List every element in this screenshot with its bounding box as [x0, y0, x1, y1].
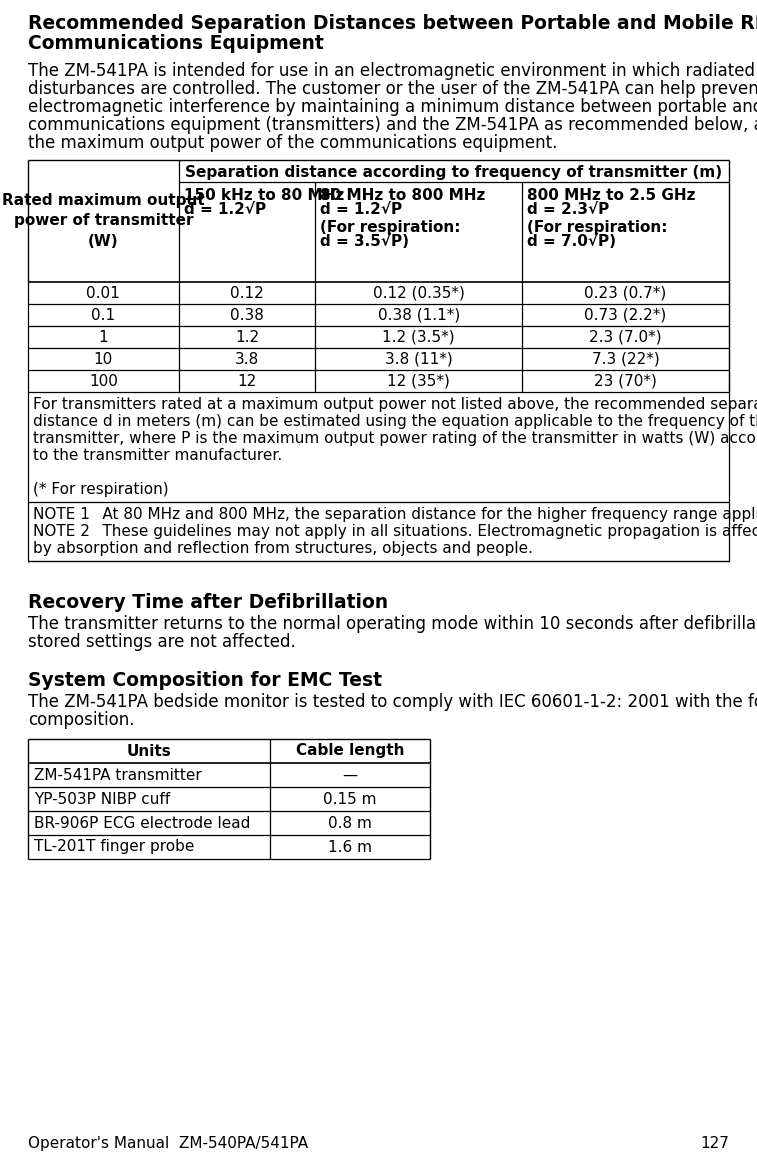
- Text: 0.38: 0.38: [230, 308, 264, 323]
- Text: Units: Units: [126, 743, 171, 758]
- Text: stored settings are not affected.: stored settings are not affected.: [28, 632, 296, 651]
- Text: 800 MHz to 2.5 GHz: 800 MHz to 2.5 GHz: [527, 188, 696, 203]
- Text: 12: 12: [238, 373, 257, 388]
- Text: distance d in meters (m) can be estimated using the equation applicable to the f: distance d in meters (m) can be estimate…: [33, 414, 757, 429]
- Text: Recovery Time after Defibrillation: Recovery Time after Defibrillation: [28, 593, 388, 612]
- Text: YP-503P NIBP cuff: YP-503P NIBP cuff: [34, 791, 170, 806]
- Text: System Composition for EMC Test: System Composition for EMC Test: [28, 670, 382, 690]
- Text: 3.8: 3.8: [235, 351, 259, 366]
- Text: The ZM-541PA bedside monitor is tested to comply with IEC 60601-1-2: 2001 with t: The ZM-541PA bedside monitor is tested t…: [28, 694, 757, 711]
- Text: 0.1: 0.1: [92, 308, 115, 323]
- Text: NOTE 1  At 80 MHz and 800 MHz, the separation distance for the higher frequency : NOTE 1 At 80 MHz and 800 MHz, the separa…: [33, 507, 757, 522]
- Text: TL-201T finger probe: TL-201T finger probe: [34, 840, 195, 855]
- Text: ZM-541PA transmitter: ZM-541PA transmitter: [34, 767, 202, 782]
- Text: electromagnetic interference by maintaining a minimum distance between portable : electromagnetic interference by maintain…: [28, 98, 757, 116]
- Text: d = 7.0√P): d = 7.0√P): [527, 234, 616, 249]
- Text: Recommended Separation Distances between Portable and Mobile RF: Recommended Separation Distances between…: [28, 14, 757, 33]
- Text: composition.: composition.: [28, 711, 135, 729]
- Text: 0.15 m: 0.15 m: [323, 791, 377, 806]
- Text: 0.12 (0.35*): 0.12 (0.35*): [373, 286, 465, 301]
- Text: by absorption and reflection from structures, objects and people.: by absorption and reflection from struct…: [33, 541, 533, 556]
- Text: 150 kHz to 80 MHz: 150 kHz to 80 MHz: [184, 188, 344, 203]
- Text: Rated maximum output
power of transmitter
(W): Rated maximum output power of transmitte…: [2, 192, 204, 250]
- Text: 1.6 m: 1.6 m: [328, 840, 372, 855]
- Text: 100: 100: [89, 373, 118, 388]
- Text: 0.73 (2.2*): 0.73 (2.2*): [584, 308, 667, 323]
- Text: d = 1.2√P: d = 1.2√P: [184, 202, 266, 217]
- Text: NOTE 2  These guidelines may not apply in all situations. Electromagnetic propag: NOTE 2 These guidelines may not apply in…: [33, 524, 757, 539]
- Text: d = 1.2√P: d = 1.2√P: [320, 202, 403, 217]
- Text: Operator's Manual  ZM-540PA/541PA: Operator's Manual ZM-540PA/541PA: [28, 1136, 308, 1151]
- Text: the maximum output power of the communications equipment.: the maximum output power of the communic…: [28, 134, 557, 152]
- Text: (For respiration:: (For respiration:: [320, 220, 461, 235]
- Text: 1: 1: [98, 329, 108, 344]
- Text: 0.01: 0.01: [86, 286, 120, 301]
- Text: Communications Equipment: Communications Equipment: [28, 35, 324, 53]
- Text: disturbances are controlled. The customer or the user of the ZM-541PA can help p: disturbances are controlled. The custome…: [28, 79, 757, 98]
- Text: 0.38 (1.1*): 0.38 (1.1*): [378, 308, 460, 323]
- Text: 127: 127: [700, 1136, 729, 1151]
- Text: 0.23 (0.7*): 0.23 (0.7*): [584, 286, 667, 301]
- Text: d = 3.5√P): d = 3.5√P): [320, 234, 410, 249]
- Text: 80 MHz to 800 MHz: 80 MHz to 800 MHz: [320, 188, 486, 203]
- Text: Cable length: Cable length: [296, 743, 404, 758]
- Text: —: —: [342, 767, 357, 782]
- Text: The transmitter returns to the normal operating mode within 10 seconds after def: The transmitter returns to the normal op…: [28, 615, 757, 632]
- Text: 1.2: 1.2: [235, 329, 259, 344]
- Text: 2.3 (7.0*): 2.3 (7.0*): [589, 329, 662, 344]
- Text: transmitter, where P is the maximum output power rating of the transmitter in wa: transmitter, where P is the maximum outp…: [33, 431, 757, 446]
- Text: Separation distance according to frequency of transmitter (m): Separation distance according to frequen…: [185, 165, 722, 180]
- Text: 0.12: 0.12: [230, 286, 264, 301]
- Text: The ZM-541PA is intended for use in an electromagnetic environment in which radi: The ZM-541PA is intended for use in an e…: [28, 62, 757, 79]
- Text: (* For respiration): (* For respiration): [33, 482, 169, 497]
- Text: BR-906P ECG electrode lead: BR-906P ECG electrode lead: [34, 816, 251, 831]
- Text: 0.8 m: 0.8 m: [328, 816, 372, 831]
- Text: For transmitters rated at a maximum output power not listed above, the recommend: For transmitters rated at a maximum outp…: [33, 397, 757, 412]
- Text: 12 (35*): 12 (35*): [388, 373, 450, 388]
- Text: 7.3 (22*): 7.3 (22*): [592, 351, 659, 366]
- Text: 1.2 (3.5*): 1.2 (3.5*): [382, 329, 455, 344]
- Text: 3.8 (11*): 3.8 (11*): [385, 351, 453, 366]
- Text: 23 (70*): 23 (70*): [594, 373, 657, 388]
- Text: communications equipment (transmitters) and the ZM-541PA as recommended below, a: communications equipment (transmitters) …: [28, 116, 757, 134]
- Text: 10: 10: [94, 351, 113, 366]
- Text: to the transmitter manufacturer.: to the transmitter manufacturer.: [33, 448, 282, 463]
- Text: (For respiration:: (For respiration:: [527, 220, 668, 235]
- Text: d = 2.3√P: d = 2.3√P: [527, 202, 609, 217]
